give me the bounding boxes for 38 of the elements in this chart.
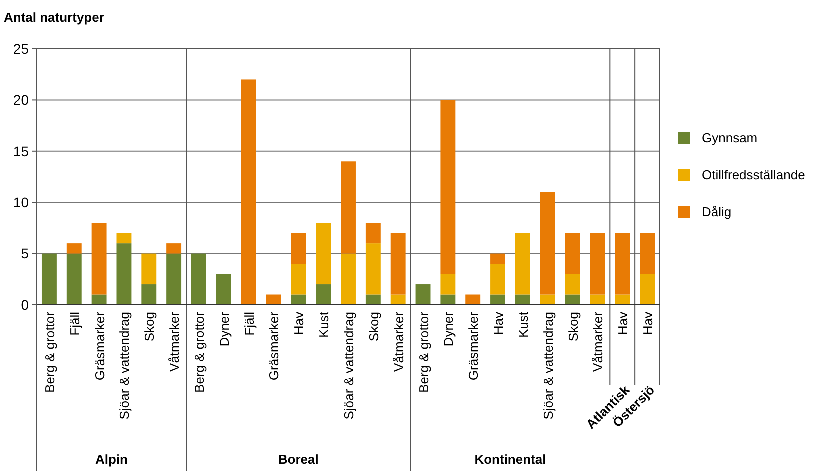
x-tick-label: Våtmarker <box>391 311 406 372</box>
x-tick-label: Dyner <box>216 311 232 347</box>
y-tick-label: 20 <box>13 92 30 108</box>
x-tick-label: Sjöar & vattendrag <box>342 312 356 420</box>
y-tick-label: 25 <box>13 40 30 57</box>
y-axis-title: Antal naturtyper <box>4 10 104 25</box>
x-tick-label: Våtmarker <box>590 311 606 372</box>
x-tick-label: Skog <box>566 312 581 342</box>
x-tick-label: Sjöar & vattendrag <box>540 312 556 420</box>
y-tick-label: 0 <box>21 296 30 313</box>
legend-label: Gynnsam <box>702 130 758 146</box>
x-tick-label: Berg & grottor <box>42 311 58 393</box>
x-tick-label: Sjöar & vattendrag <box>117 312 132 420</box>
x-tick-label: Berg & grottor <box>416 311 432 393</box>
y-tick-label: 10 <box>13 194 30 210</box>
y-tick-label: 15 <box>13 143 30 160</box>
x-tick-label: Hav <box>616 312 631 336</box>
x-tick-label: Hav <box>292 312 307 336</box>
x-tick-label: Gräsmarker <box>266 311 282 381</box>
x-tick-label: Dyner <box>441 311 456 347</box>
x-tick-label: Fjäll <box>242 312 257 336</box>
x-tick-label: Skog <box>366 312 382 342</box>
x-tick-label: Gräsmarker <box>92 311 108 381</box>
x-tick-label: Kust <box>316 312 332 338</box>
x-tick-label: Våtmarker <box>167 311 182 372</box>
legend-label: Otillfredsställande <box>702 168 806 183</box>
x-tick-label: Kust <box>516 312 531 338</box>
x-tick-label: Gräsmarker <box>466 311 482 381</box>
x-tick-label: Fjäll <box>67 312 82 336</box>
text: Boreal <box>278 452 319 467</box>
x-tick-label: Skog <box>142 312 158 342</box>
text: Alpin <box>96 452 128 467</box>
text: Kontinental <box>474 452 546 467</box>
legend-label: Dålig <box>702 204 732 220</box>
x-tick-label: Berg & grottor <box>192 311 207 393</box>
y-tick-label: 5 <box>21 246 30 262</box>
x-tick-label: Hav <box>640 312 656 336</box>
x-tick-label: Hav <box>491 312 506 336</box>
